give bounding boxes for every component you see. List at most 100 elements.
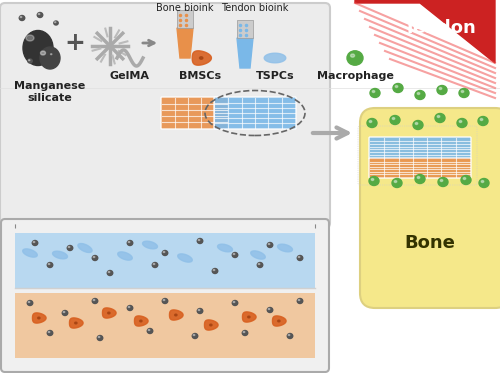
Ellipse shape <box>28 301 30 303</box>
Bar <box>15 293 315 358</box>
Ellipse shape <box>63 311 65 313</box>
Ellipse shape <box>192 333 198 339</box>
Ellipse shape <box>297 298 303 304</box>
Polygon shape <box>142 241 158 249</box>
Ellipse shape <box>68 247 70 248</box>
Ellipse shape <box>33 241 35 242</box>
Ellipse shape <box>481 181 484 182</box>
Ellipse shape <box>54 21 58 25</box>
Text: Bone: Bone <box>404 234 456 252</box>
Ellipse shape <box>92 298 98 304</box>
Ellipse shape <box>242 330 248 335</box>
Ellipse shape <box>197 238 203 244</box>
Ellipse shape <box>232 301 238 305</box>
Ellipse shape <box>74 322 77 324</box>
Ellipse shape <box>140 320 142 322</box>
Ellipse shape <box>19 16 25 21</box>
Ellipse shape <box>367 119 377 128</box>
FancyBboxPatch shape <box>360 108 500 308</box>
Ellipse shape <box>463 178 466 179</box>
Ellipse shape <box>417 176 420 179</box>
Ellipse shape <box>287 333 293 339</box>
Ellipse shape <box>415 91 425 100</box>
Ellipse shape <box>248 316 250 318</box>
Ellipse shape <box>372 91 375 93</box>
Ellipse shape <box>98 336 100 338</box>
Ellipse shape <box>127 241 133 245</box>
Ellipse shape <box>26 35 34 41</box>
Polygon shape <box>278 244 292 252</box>
Ellipse shape <box>92 256 98 260</box>
Ellipse shape <box>278 320 280 322</box>
Ellipse shape <box>435 113 445 122</box>
Polygon shape <box>70 318 83 328</box>
Ellipse shape <box>38 13 40 15</box>
Ellipse shape <box>415 175 425 184</box>
Ellipse shape <box>267 307 273 313</box>
Ellipse shape <box>153 263 155 264</box>
Ellipse shape <box>108 272 110 273</box>
Ellipse shape <box>40 47 60 69</box>
Ellipse shape <box>232 253 238 257</box>
Ellipse shape <box>461 176 471 185</box>
Ellipse shape <box>212 269 218 273</box>
Ellipse shape <box>148 329 150 330</box>
Polygon shape <box>264 53 286 63</box>
Ellipse shape <box>478 116 488 125</box>
Ellipse shape <box>371 179 374 181</box>
Polygon shape <box>78 244 92 253</box>
Ellipse shape <box>268 308 270 310</box>
FancyBboxPatch shape <box>161 97 228 129</box>
Ellipse shape <box>163 300 165 301</box>
Text: Tendon bioink: Tendon bioink <box>222 3 288 13</box>
Ellipse shape <box>47 330 53 335</box>
Polygon shape <box>32 313 46 323</box>
Ellipse shape <box>128 241 130 242</box>
Polygon shape <box>237 38 253 68</box>
Ellipse shape <box>127 305 133 310</box>
Text: Tendon: Tendon <box>404 19 476 37</box>
Ellipse shape <box>97 335 103 341</box>
FancyBboxPatch shape <box>0 3 330 228</box>
Ellipse shape <box>390 116 400 125</box>
Ellipse shape <box>174 314 177 316</box>
Ellipse shape <box>40 51 46 55</box>
Ellipse shape <box>32 241 38 245</box>
Ellipse shape <box>28 59 32 63</box>
Ellipse shape <box>67 245 73 251</box>
Ellipse shape <box>93 300 95 301</box>
Ellipse shape <box>459 120 462 122</box>
FancyBboxPatch shape <box>369 137 471 159</box>
Ellipse shape <box>210 324 212 326</box>
Polygon shape <box>102 308 116 318</box>
Ellipse shape <box>48 263 50 264</box>
Ellipse shape <box>479 179 489 188</box>
Ellipse shape <box>440 88 442 90</box>
Ellipse shape <box>437 116 440 117</box>
Ellipse shape <box>258 263 260 264</box>
Ellipse shape <box>392 179 402 188</box>
Text: TSPCs: TSPCs <box>256 71 294 81</box>
Ellipse shape <box>108 312 110 314</box>
Polygon shape <box>272 316 286 326</box>
Ellipse shape <box>350 54 354 57</box>
Text: Bone bioink: Bone bioink <box>156 3 214 13</box>
Ellipse shape <box>62 310 68 316</box>
Ellipse shape <box>480 119 483 120</box>
Ellipse shape <box>459 88 469 97</box>
Polygon shape <box>177 28 193 58</box>
Ellipse shape <box>20 16 22 18</box>
Ellipse shape <box>152 263 158 267</box>
Ellipse shape <box>162 251 168 256</box>
Polygon shape <box>250 251 266 259</box>
Ellipse shape <box>297 256 303 260</box>
Ellipse shape <box>369 176 379 185</box>
Ellipse shape <box>233 301 235 303</box>
Ellipse shape <box>257 263 263 267</box>
Polygon shape <box>22 249 38 257</box>
Ellipse shape <box>392 117 395 119</box>
Ellipse shape <box>54 22 56 23</box>
Text: Macrophage: Macrophage <box>316 71 394 81</box>
Ellipse shape <box>200 57 203 59</box>
Ellipse shape <box>393 84 403 93</box>
